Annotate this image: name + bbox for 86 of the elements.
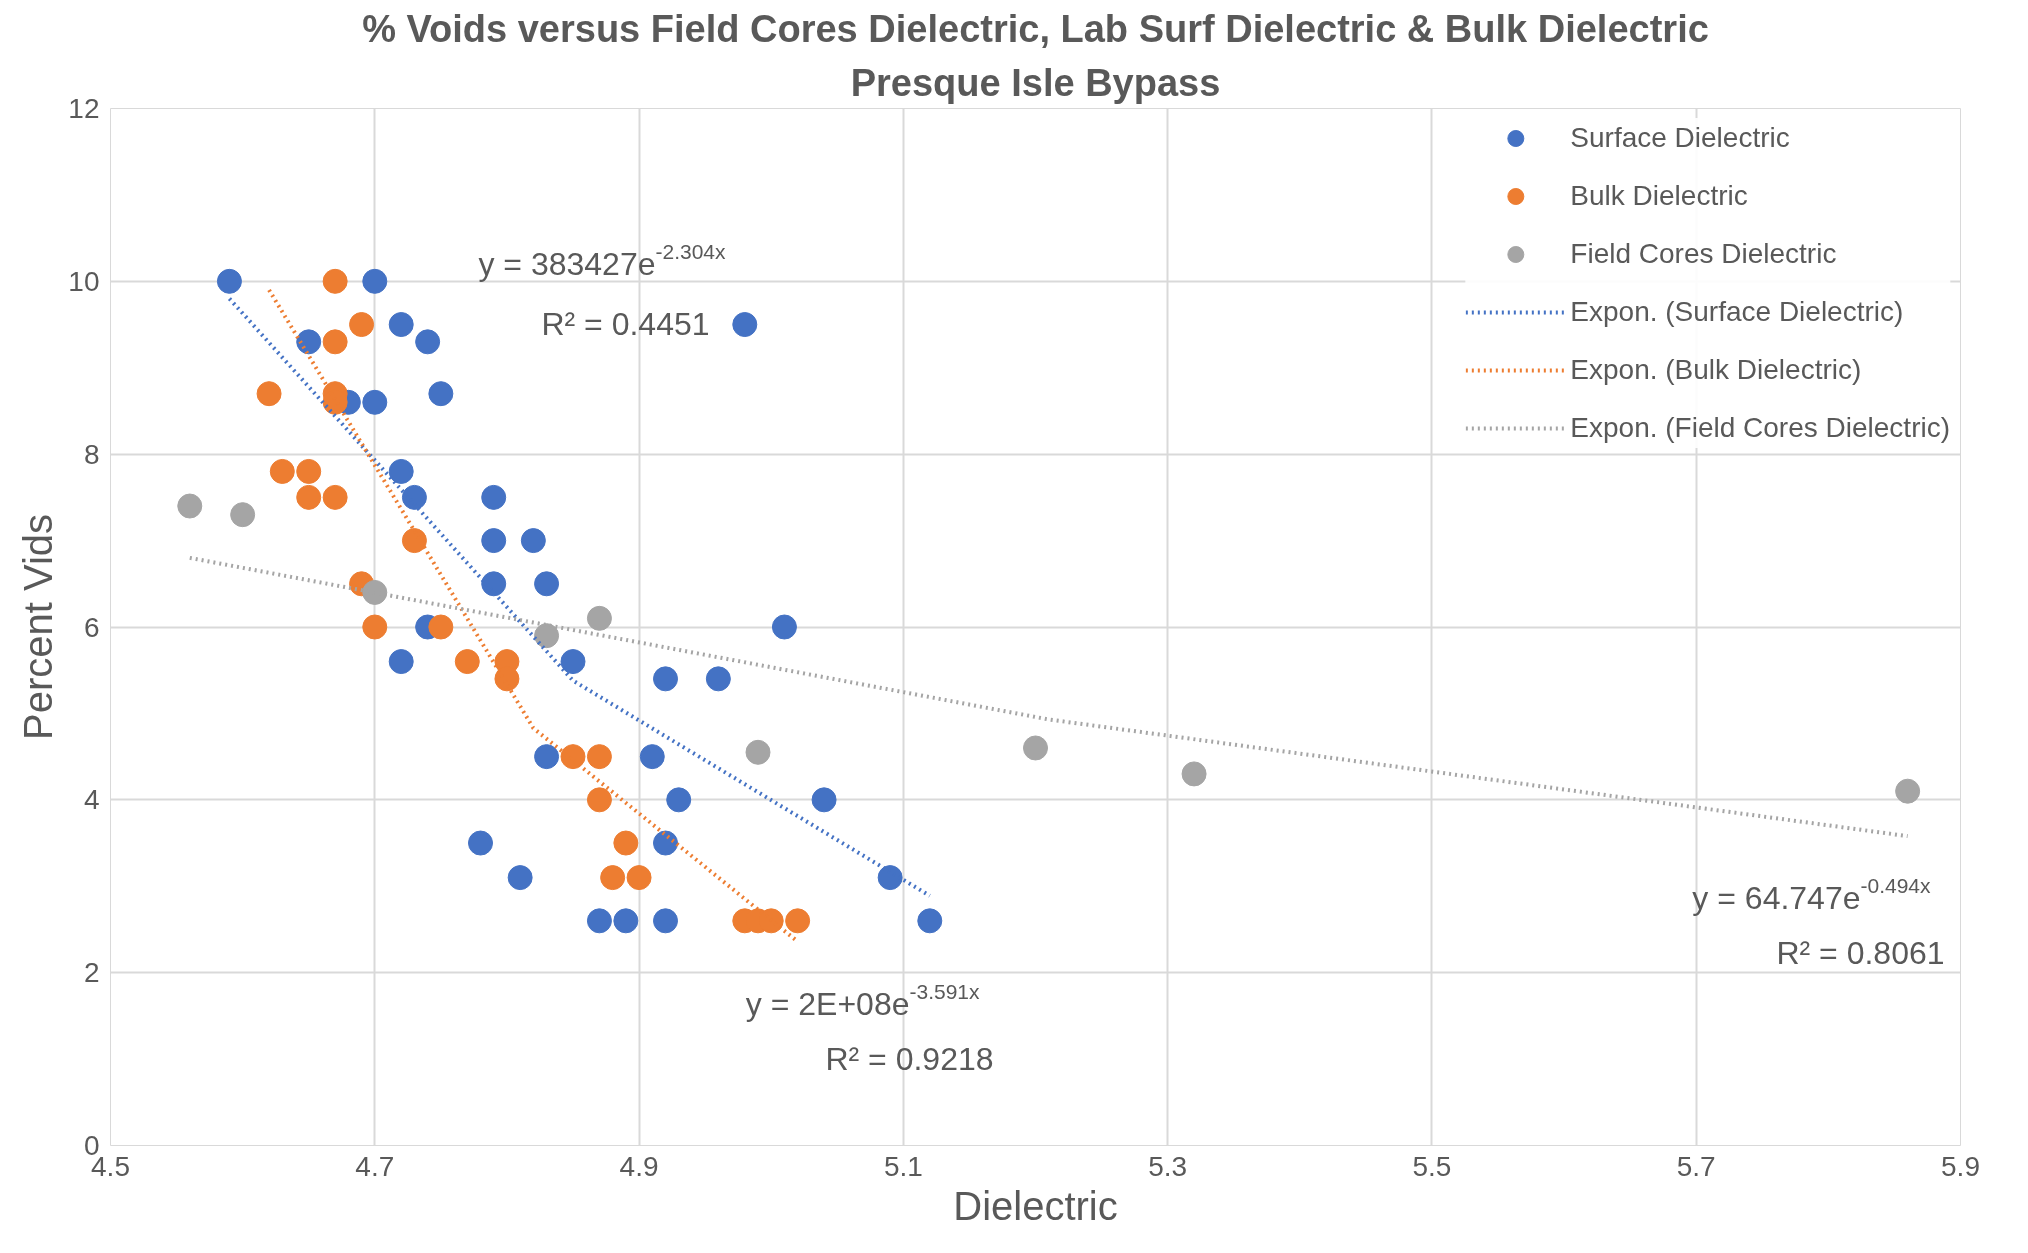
point (626, 865, 652, 891)
point (362, 389, 388, 415)
point (653, 666, 678, 692)
point (230, 502, 256, 528)
point (388, 458, 414, 484)
point (534, 571, 560, 597)
y-tick-label: 10 (68, 265, 100, 297)
point (705, 666, 731, 692)
point (507, 865, 533, 891)
legend-label: Field Cores Dielectric (1570, 237, 1837, 271)
legend-label: Expon. (Field Cores Dielectric) (1570, 411, 1950, 445)
legend-label: Expon. (Bulk Dielectric) (1570, 353, 1862, 387)
point (388, 312, 414, 338)
y-tick-label: 6 (83, 611, 100, 643)
point (428, 614, 454, 640)
point (256, 381, 282, 407)
point (1023, 735, 1048, 761)
point (1181, 761, 1207, 787)
x-tick-label: 5.5 (1412, 1150, 1452, 1182)
x-tick-label: 5.7 (1676, 1150, 1716, 1182)
y-tick-label: 8 (83, 438, 100, 470)
point (481, 571, 507, 597)
point (481, 528, 507, 554)
chart-subtitle: Presque Isle Bypass (850, 61, 1221, 104)
y-tick-label: 4 (83, 784, 100, 816)
point (520, 528, 546, 554)
point (586, 787, 612, 813)
point (560, 744, 586, 770)
x-tick-label: 5.3 (1148, 1150, 1188, 1182)
point (362, 268, 388, 294)
point (877, 865, 903, 891)
point (481, 484, 507, 510)
point (560, 649, 586, 675)
point (388, 649, 414, 675)
point (216, 268, 242, 294)
point (811, 787, 837, 813)
annotation: R² = 0.4451 (541, 305, 710, 342)
point (586, 605, 612, 631)
point (586, 744, 612, 770)
annotation: R² = 0.8061 (1776, 934, 1945, 971)
point (362, 579, 388, 605)
point (613, 908, 639, 934)
point (771, 614, 797, 640)
legend-label: Surface Dielectric (1570, 121, 1790, 155)
legend-label: Expon. (Surface Dielectric) (1570, 295, 1904, 329)
x-tick-label: 4.9 (619, 1150, 659, 1182)
point (1895, 778, 1921, 804)
legend-label: Bulk Dielectric (1570, 179, 1748, 213)
point (653, 830, 678, 856)
point (468, 830, 493, 856)
point (454, 649, 480, 675)
point (322, 484, 348, 510)
x-tick-label: 4.7 (355, 1150, 395, 1182)
chart-title: % Voids versus Field Cores Dielectric, Lab Surf Dielectric & Bulk Dielectric (362, 7, 1709, 50)
point (917, 908, 943, 934)
point (296, 329, 322, 355)
point (428, 381, 454, 407)
y-axis-title: Percent Vids (16, 513, 61, 741)
point (349, 312, 375, 338)
point (362, 614, 388, 640)
x-axis-title: Dielectric (953, 1183, 1118, 1228)
point (745, 739, 771, 765)
point (613, 830, 639, 856)
point (732, 312, 758, 338)
point (653, 908, 678, 934)
point (322, 329, 348, 355)
y-tick-label: 12 (68, 93, 100, 124)
point (534, 623, 560, 649)
point (666, 787, 692, 813)
point (586, 908, 612, 934)
x-tick-label: 5.9 (1941, 1150, 1980, 1182)
point (600, 865, 626, 891)
point (401, 528, 427, 554)
point (296, 484, 322, 510)
point (296, 458, 322, 484)
x-tick-label: 5.1 (883, 1150, 923, 1182)
point (401, 484, 427, 510)
y-tick-label: 2 (83, 957, 100, 989)
point (534, 744, 560, 770)
point (639, 744, 665, 770)
point (785, 908, 811, 934)
point (415, 329, 441, 355)
point (177, 493, 203, 519)
point (322, 268, 348, 294)
point (269, 458, 295, 484)
annotation: R² = 0.9218 (825, 1040, 994, 1077)
